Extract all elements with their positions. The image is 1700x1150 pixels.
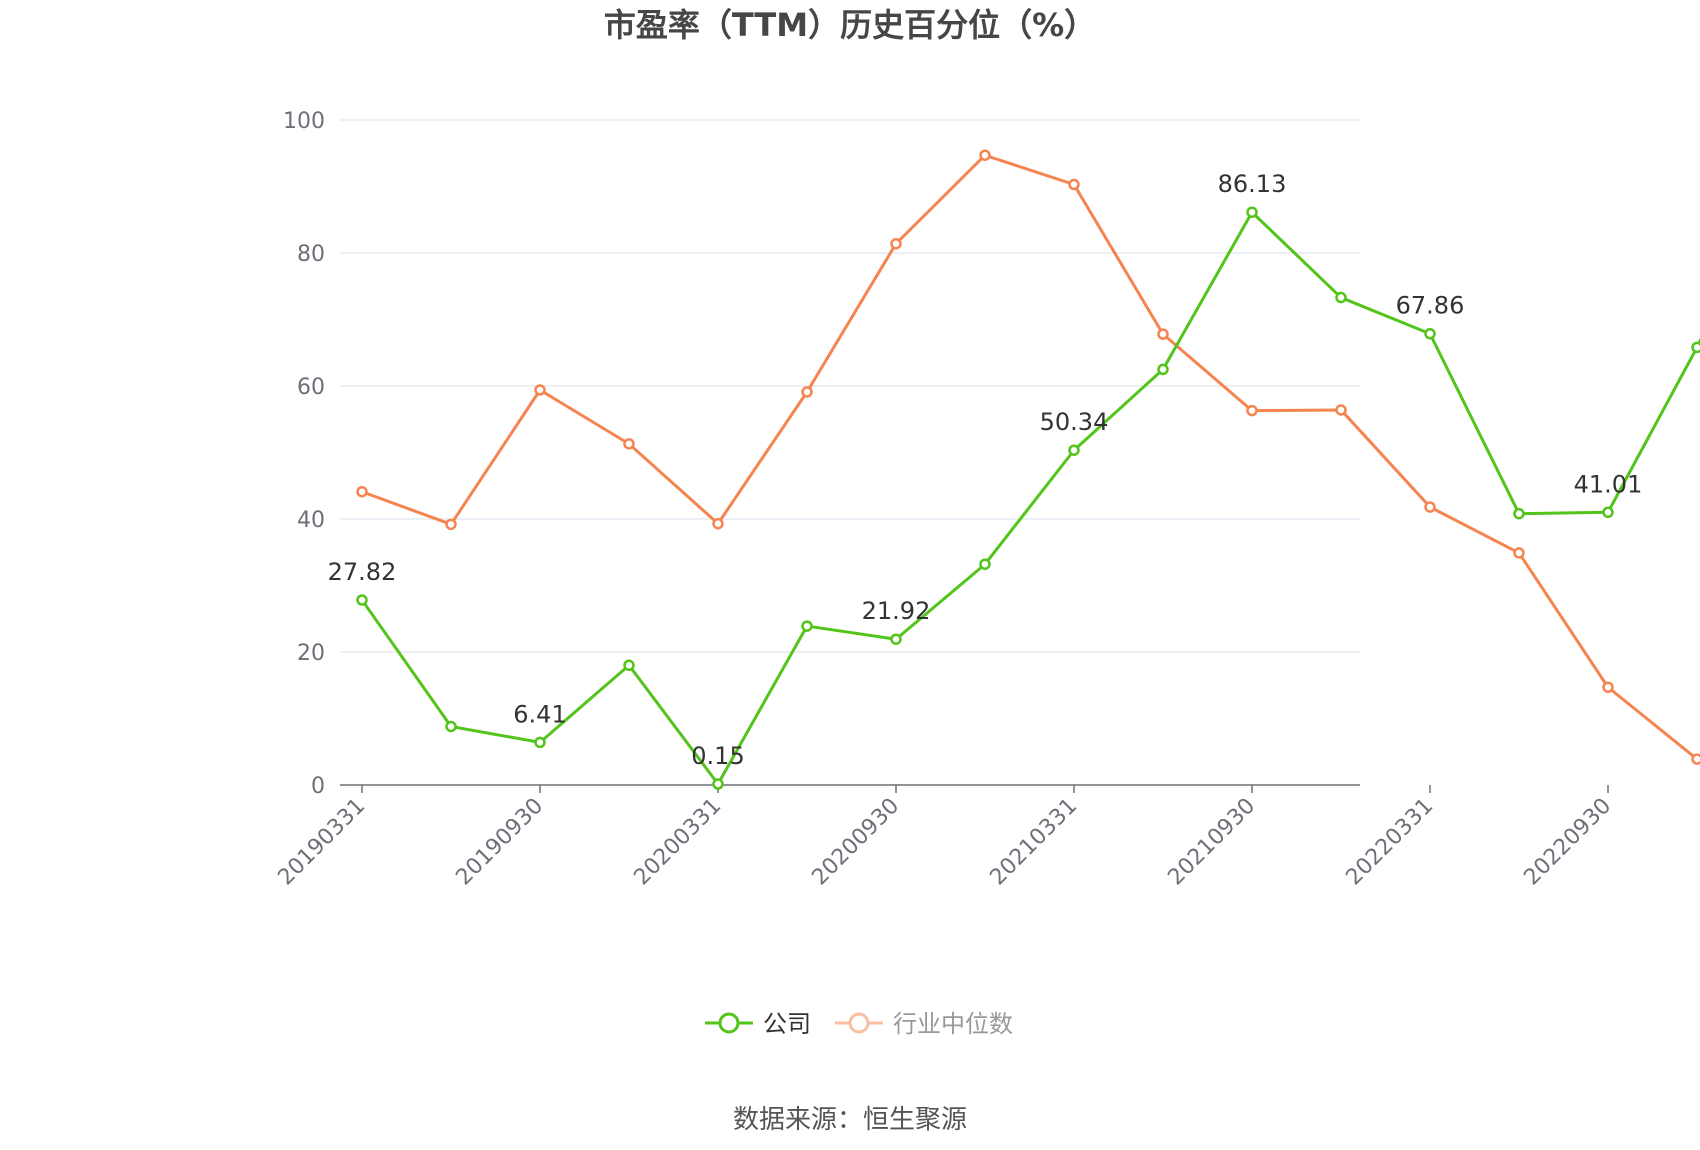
data-point-1 [1424, 501, 1436, 513]
y-axis: 0 20 40 60 80 100 [283, 109, 325, 799]
legend-circle-icon [718, 1012, 740, 1034]
legend[interactable]: 公司 行业中位数 [705, 1010, 1013, 1038]
legend-label: 行业中位数 [893, 1010, 1013, 1038]
grid-lines [340, 119, 1360, 653]
data-point-1 [356, 485, 368, 498]
data-point-1 [1068, 178, 1080, 191]
data-point-0 [1602, 506, 1614, 519]
data-point-0 [1157, 363, 1169, 376]
data-point-0 [712, 778, 724, 790]
data-label: 67.86 [1396, 292, 1465, 320]
x-tick-label: 20190930 [451, 794, 548, 891]
data-point-0 [1691, 341, 1700, 354]
data-point-0 [1424, 327, 1436, 340]
series-group [356, 149, 1700, 790]
x-tick-label: 20220331 [1341, 794, 1438, 891]
source-note: 数据来源：恒生聚源 [733, 1105, 967, 1135]
data-point-1 [1691, 753, 1700, 765]
data-point-1 [1335, 404, 1347, 416]
data-point-1 [623, 438, 635, 450]
data-labels: 27.826.410.1521.9250.3486.1367.8641.0194… [328, 170, 1643, 770]
data-point-1 [1246, 404, 1258, 417]
data-label: 21.92 [862, 597, 931, 625]
x-tick-label: 20210930 [1163, 794, 1260, 891]
data-point-0 [801, 620, 813, 632]
data-label: 6.41 [513, 700, 566, 728]
data-point-0 [1335, 291, 1347, 304]
y-tick-label: 0 [311, 774, 325, 799]
x-tick-label: 20190331 [273, 794, 370, 891]
legend-circle-icon [848, 1012, 870, 1034]
data-point-0 [979, 558, 991, 570]
y-tick-label: 80 [297, 242, 325, 267]
data-point-1 [534, 384, 546, 396]
data-label: 50.34 [1040, 408, 1109, 436]
data-point-0 [1513, 507, 1525, 520]
y-tick-label: 60 [297, 375, 325, 400]
series-line-0 [360, 210, 1700, 786]
x-tick-label: 20200331 [629, 794, 726, 891]
series-line-1 [361, 153, 1700, 761]
data-point-0 [890, 633, 902, 645]
data-point-1 [445, 518, 457, 531]
data-point-1 [979, 149, 991, 161]
data-label: 41.01 [1574, 470, 1643, 498]
chart-title: 市盈率（TTM）历史百分位（%） [604, 6, 1096, 44]
data-label: 86.13 [1218, 170, 1287, 198]
data-point-0 [623, 659, 635, 672]
legend-label: 公司 [763, 1010, 811, 1038]
y-tick-label: 20 [297, 641, 325, 666]
data-point-1 [712, 517, 724, 530]
data-point-0 [445, 720, 457, 733]
y-tick-label: 40 [297, 508, 325, 533]
x-tick-label: 20210331 [985, 794, 1082, 891]
legend-item-1[interactable]: 行业中位数 [835, 1010, 1013, 1038]
data-point-1 [1513, 547, 1525, 559]
data-point-0 [1246, 206, 1258, 218]
x-tick-label: 20200930 [807, 794, 904, 891]
data-point-1 [1157, 328, 1169, 340]
data-point-1 [1602, 681, 1614, 693]
data-point-0 [1068, 444, 1080, 456]
data-label: 0.15 [691, 742, 744, 770]
y-tick-label: 100 [283, 109, 325, 134]
data-point-1 [801, 386, 813, 398]
data-label: 27.82 [328, 558, 397, 586]
x-axis: 20190331 20190930 20200331 20200930 20210331… [273, 784, 1700, 891]
data-point-1 [890, 237, 902, 250]
x-tick-label: 20220930 [1519, 794, 1616, 891]
data-point-0 [534, 736, 546, 749]
data-point-0 [356, 594, 368, 606]
legend-item-0[interactable]: 公司 [705, 1010, 811, 1038]
